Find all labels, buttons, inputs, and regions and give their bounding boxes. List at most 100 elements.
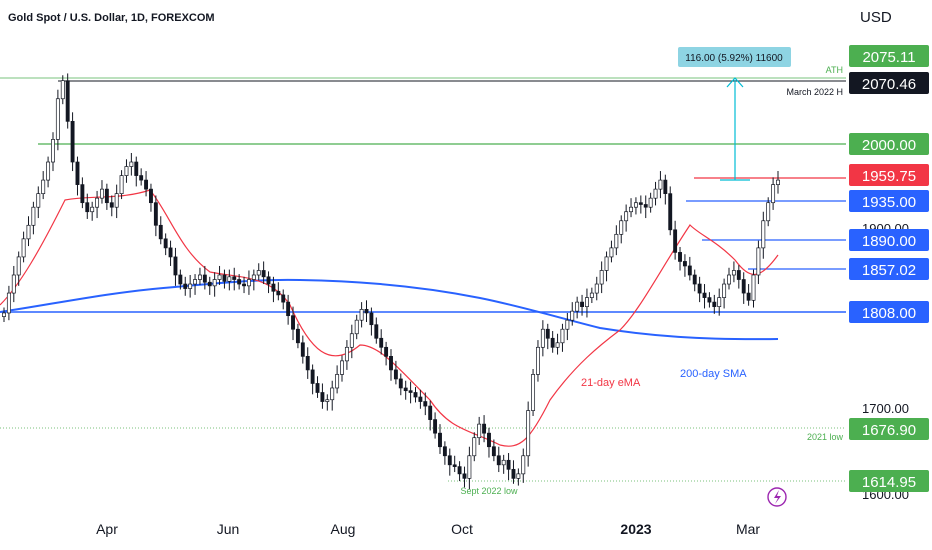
candle-body <box>594 283 599 294</box>
candle-body <box>295 328 300 344</box>
candle-body <box>521 455 526 475</box>
svg-text:1857.02: 1857.02 <box>862 262 916 279</box>
candle-body <box>315 383 320 393</box>
price-tag-1935: 1935.00 <box>849 190 929 212</box>
candle-body <box>51 139 55 163</box>
candle-body <box>584 297 589 307</box>
candle-body <box>776 179 780 185</box>
candle-body <box>516 473 521 479</box>
candle-body <box>320 392 325 402</box>
candle-body <box>202 274 207 283</box>
candle-body <box>197 274 202 280</box>
candle-body <box>310 369 315 384</box>
candle-body <box>212 279 217 287</box>
candle-body <box>124 166 129 176</box>
price-tag-1808: 1808.00 <box>849 301 929 323</box>
candle-body <box>614 233 619 249</box>
candle-body <box>545 328 550 339</box>
measure-label-box <box>678 47 791 67</box>
candle-body <box>501 459 506 466</box>
y-tick-1700: 1700.00 <box>862 401 909 416</box>
candle-body <box>433 419 438 434</box>
candle-body <box>678 252 682 262</box>
candle-body <box>232 276 237 280</box>
candle-body <box>423 401 428 407</box>
candle-body <box>90 206 95 213</box>
candle-body <box>325 399 330 402</box>
svg-text:1676.90: 1676.90 <box>862 422 916 439</box>
price-tag-2000: 2000.00 <box>849 133 929 155</box>
price-tag-1890: 1890.00 <box>849 229 929 251</box>
candle-body <box>95 197 100 208</box>
candle-body <box>447 455 452 466</box>
candle-body <box>555 342 560 348</box>
candle-body <box>158 224 163 240</box>
candle-body <box>663 179 668 195</box>
candle-body <box>139 175 144 181</box>
lightning-icon[interactable] <box>767 487 787 507</box>
x-tick-mar: Mar <box>736 521 760 537</box>
candle-body <box>36 193 41 208</box>
candle-body <box>487 432 491 448</box>
candle-body <box>384 346 389 357</box>
candle-body <box>193 279 198 285</box>
candle-body <box>756 247 761 276</box>
candle-body <box>217 274 222 280</box>
candle-body <box>335 374 340 389</box>
candle-body <box>369 312 374 326</box>
candle-body <box>65 80 70 122</box>
candle-body <box>565 319 570 330</box>
candle-body <box>340 360 344 375</box>
x-tick-aug: Aug <box>331 521 356 537</box>
candle-body <box>55 98 60 140</box>
candle-body <box>624 211 629 222</box>
time-axis[interactable] <box>0 510 932 550</box>
candle-body <box>80 184 85 204</box>
x-tick-oct: Oct <box>451 521 473 537</box>
candle-body <box>359 308 364 321</box>
sma-label: 200-day SMA <box>680 368 747 380</box>
candle-body <box>374 324 379 339</box>
candle-body <box>550 337 555 348</box>
candle-body <box>717 297 722 307</box>
candle-body <box>482 423 487 434</box>
candle-body <box>712 301 717 307</box>
candle-body <box>173 256 178 276</box>
candle-body <box>114 193 119 208</box>
candle-body <box>531 374 536 411</box>
candle-body <box>511 468 516 479</box>
candle-body <box>467 455 472 479</box>
svg-text:1614.95: 1614.95 <box>862 474 916 491</box>
candle-body <box>457 466 462 475</box>
price-tag-2075: 2075.11 <box>849 45 929 67</box>
candle-body <box>697 283 702 294</box>
candle-body <box>6 292 11 314</box>
candle-body <box>207 281 212 287</box>
candle-body <box>418 396 423 402</box>
candle-body <box>438 432 442 448</box>
candle-body <box>100 188 104 199</box>
candle-body <box>393 369 398 380</box>
candle-body <box>540 328 545 348</box>
svg-text:2070.46: 2070.46 <box>862 76 916 93</box>
candle-body <box>261 270 266 278</box>
measure-label: 116.00 (5.92%) 11600 <box>685 53 783 64</box>
candle-body <box>305 355 310 371</box>
candle-body <box>658 179 663 190</box>
candle-body <box>11 274 16 294</box>
candle-body <box>727 274 731 285</box>
candle-body <box>472 437 477 457</box>
candle-body <box>26 224 31 240</box>
currency-label: USD <box>860 9 892 26</box>
candle-body <box>609 247 614 258</box>
candle-body <box>153 202 158 226</box>
candle-body <box>653 188 658 199</box>
candle-body <box>408 390 413 393</box>
candle-body <box>251 274 256 280</box>
candle-body <box>633 202 638 208</box>
candle-body <box>506 459 511 470</box>
svg-text:1935.00: 1935.00 <box>862 194 916 211</box>
candle-body <box>604 256 609 271</box>
candle-body <box>364 308 369 314</box>
